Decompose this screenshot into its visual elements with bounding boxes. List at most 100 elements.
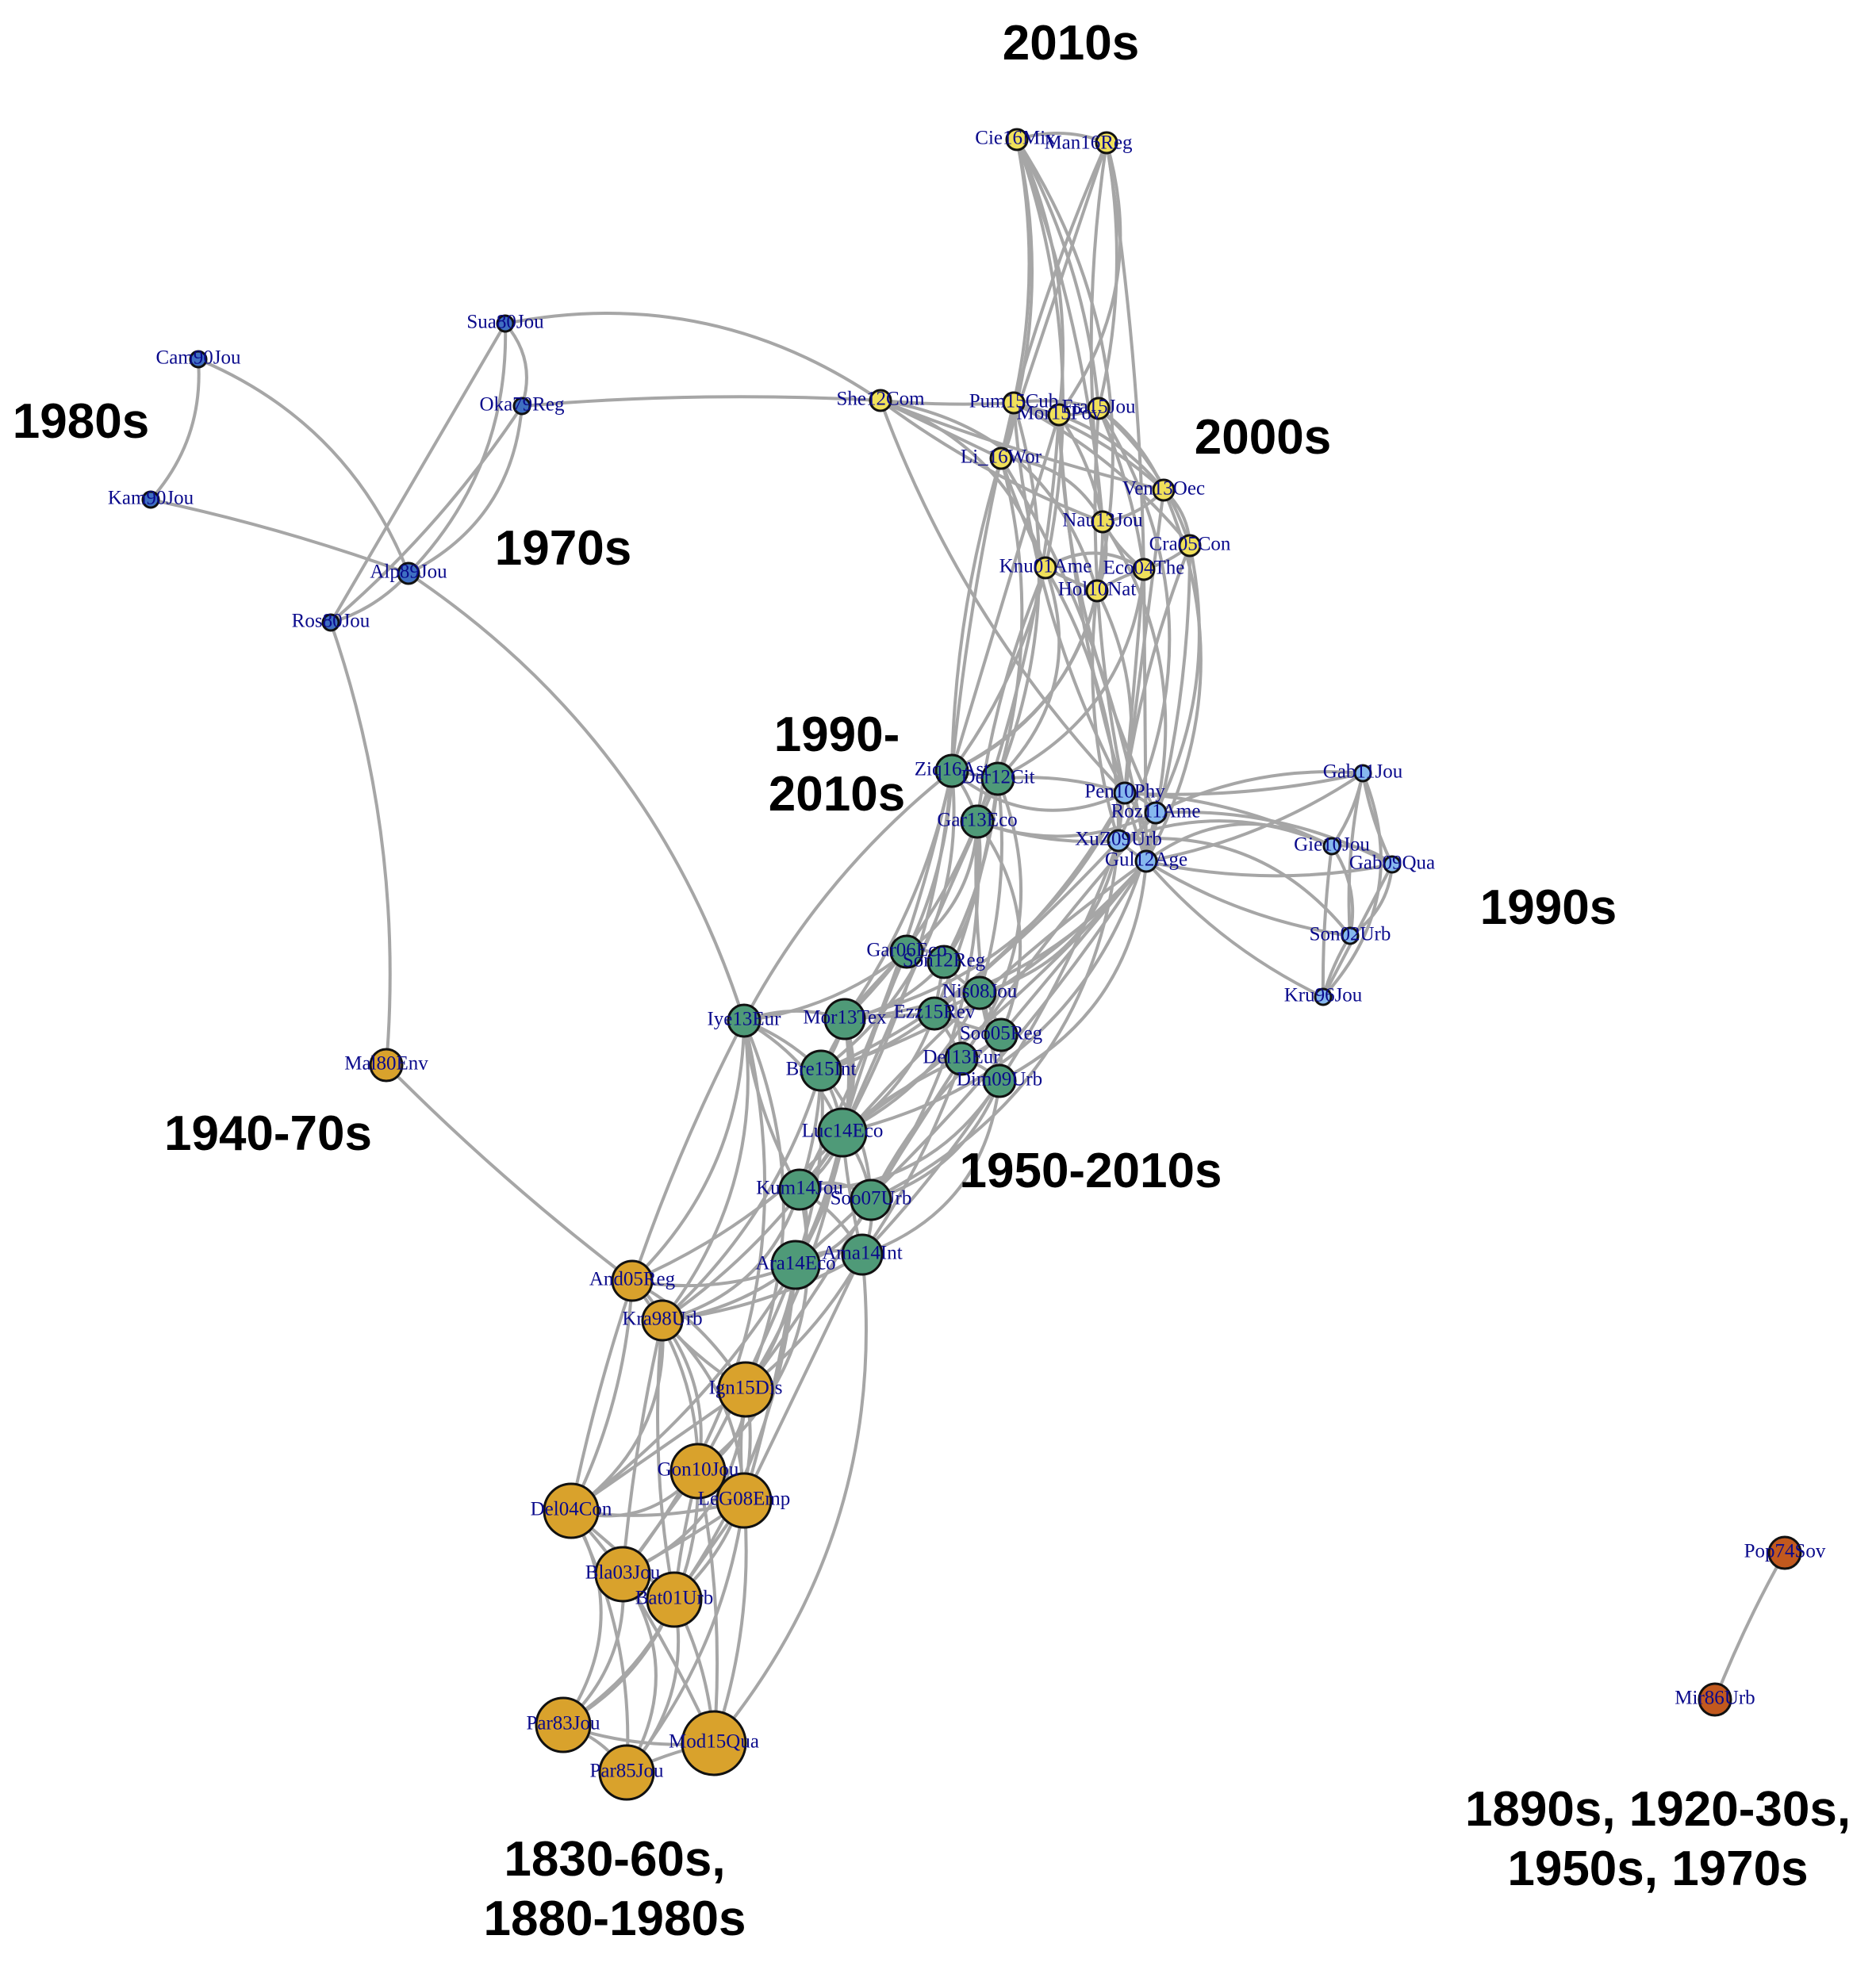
node-label-kam90jou: Kam90Jou: [108, 488, 194, 509]
node-label-roz11ame: Roz11Ame: [1111, 801, 1201, 822]
cluster-label-1990-2010s-line1: 1990-: [774, 707, 900, 762]
cluster-labels: 2010s 2000s 1980s 1970s 1990- 2010s 1990…: [13, 16, 1851, 1946]
edge: [742, 1254, 864, 1501]
node-der12cit: [980, 761, 1015, 796]
edge: [504, 311, 882, 402]
edge: [662, 1189, 801, 1322]
node-ara14eco: [770, 1240, 821, 1290]
node-label-ezz15rev: Ezz15Rev: [894, 1002, 976, 1023]
node-label-ara14eco: Ara14Eco: [755, 1253, 835, 1274]
node-label-fra15jou: Fra15Jou: [1061, 397, 1136, 418]
node-ama14int: [841, 1233, 884, 1276]
node-label-ven13oec: Ven13Oec: [1122, 478, 1205, 500]
node-mod15qua: [681, 1710, 747, 1776]
edge: [570, 1320, 665, 1512]
node-gab11jou: [1353, 764, 1372, 783]
node-kum14jou: [778, 1168, 821, 1211]
edge: [861, 840, 1120, 1256]
node-label-knu01ame: Knu01Ame: [999, 556, 1092, 577]
node-label-pop74sov: Pop74Sov: [1744, 1541, 1826, 1562]
node-label-mor15pov: Mor15Pov: [1017, 403, 1102, 424]
node-label-and05reg: And05Reg: [589, 1269, 676, 1290]
node-cra05con: [1178, 534, 1202, 558]
edge: [329, 404, 524, 624]
edge: [870, 1080, 1001, 1201]
node-ros80jou: [321, 613, 340, 632]
edge: [820, 792, 1126, 1072]
node-gar13eco: [960, 804, 995, 839]
edge: [661, 1131, 844, 1322]
edge: [842, 992, 981, 1134]
node-label-ros80jou: Ros80Jou: [292, 611, 370, 632]
node-li_16wor: [989, 446, 1013, 470]
node-mal80env: [369, 1048, 404, 1083]
edge: [1057, 413, 1104, 523]
edge: [696, 1470, 719, 1744]
edge: [1013, 401, 1165, 492]
edge: [1347, 772, 1364, 937]
node-label-bat01urb: Bat01Urb: [635, 1588, 714, 1609]
node-label-ama14int: Ama14Int: [822, 1243, 902, 1264]
edge: [1000, 457, 1104, 523]
cluster-label-1990s: 1990s: [1480, 880, 1617, 935]
node-kru96jou: [1314, 987, 1333, 1006]
edge: [844, 792, 1126, 1021]
cluster-label-1950-2010s: 1950-2010s: [960, 1144, 1222, 1198]
edge: [408, 405, 524, 575]
edge: [385, 1063, 634, 1282]
edge: [1091, 590, 1120, 841]
edge: [504, 322, 528, 407]
edge: [999, 860, 1148, 1083]
node-pop74sov: [1767, 1535, 1802, 1570]
edge: [570, 1280, 634, 1512]
node-label-gar06eco: Gar06Eco: [866, 940, 946, 961]
edge: [562, 1509, 603, 1726]
node-del04con: [543, 1482, 600, 1539]
node-label-iye13eur: Iye13Eur: [707, 1009, 781, 1030]
edge: [150, 498, 409, 575]
node-label-pum15cub: Pum15Cub: [969, 391, 1059, 412]
node-soo07urb: [850, 1178, 892, 1221]
node-label-dim09urb: Dim09Urb: [957, 1069, 1042, 1090]
edge: [621, 1573, 658, 1774]
node-pum15cub: [1002, 391, 1026, 415]
edge: [1013, 401, 1191, 547]
node-label-man16reg: Man16Reg: [1044, 132, 1133, 154]
edge: [976, 414, 1061, 822]
node-label-del04con: Del04Con: [531, 1499, 612, 1520]
node-label-li_16wor: Li_16Wor: [961, 446, 1042, 468]
edge: [1015, 139, 1065, 569]
node-hol10nat: [1085, 579, 1109, 603]
edge: [1154, 545, 1201, 814]
node-alp89jou: [397, 561, 420, 585]
edge: [662, 1253, 864, 1322]
node-gab09qua: [1383, 855, 1402, 874]
edge: [661, 1020, 750, 1322]
node-luc14eco: [817, 1107, 868, 1158]
cluster-label-2010s: 2010s: [1003, 16, 1139, 71]
edge: [742, 1264, 797, 1501]
edge: [1145, 860, 1351, 937]
node-label-gab11jou: Gab11Jou: [1323, 761, 1403, 783]
node-label-soo07urb: Soo07Urb: [831, 1188, 912, 1209]
node-label-gab09qua: Gab09Qua: [1349, 853, 1435, 874]
node-label-nis08jou: Nis08Jou: [942, 981, 1018, 1002]
edge: [1145, 772, 1364, 863]
edge: [329, 622, 392, 1066]
node-label-pen10phy: Pen10Phy: [1084, 781, 1165, 803]
node-label-der12cit: Der12Cit: [961, 767, 1034, 788]
edge: [861, 1080, 1001, 1256]
node-fra15jou: [1087, 397, 1111, 420]
node-label-cra05con: Cra05Con: [1149, 534, 1231, 555]
edge: [950, 769, 1126, 812]
node-label-xuz09urb: XuZ09Urb: [1075, 829, 1162, 850]
cluster-label-1970s: 1970s: [495, 521, 631, 576]
edge: [329, 322, 507, 624]
node-bre15int: [800, 1049, 842, 1092]
node-cie16mix: [1005, 128, 1029, 151]
node-label-bla03jou: Bla03Jou: [585, 1562, 661, 1584]
cluster-label-1890-1970s-line2: 1950s, 1970s: [1507, 1841, 1808, 1896]
edge: [621, 1320, 664, 1575]
edge: [842, 812, 1157, 1134]
